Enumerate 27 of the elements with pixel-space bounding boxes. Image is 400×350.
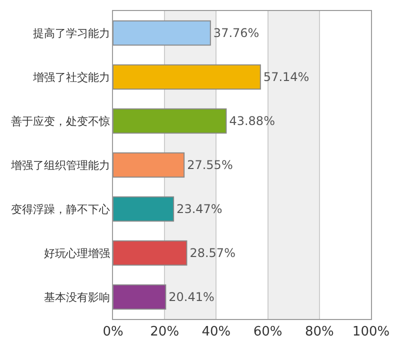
x-tick-label: 60% [253,324,282,340]
data-label: 27.55% [187,158,233,172]
bar [113,240,188,266]
bar [113,152,185,178]
y-tick-label: 增强了组织管理能力 [10,158,110,172]
data-label: 28.57% [190,246,236,260]
x-tick-label: 20% [150,324,180,340]
bar [113,64,261,90]
bar [113,20,211,46]
data-label: 57.14% [263,70,310,84]
y-tick-label: 好玩心理增强 [44,246,110,260]
x-tick-label: 40% [202,324,231,340]
y-tick-label: 变得浮躁，静不下心 [10,202,110,216]
bar [113,108,227,134]
data-label: 43.88% [229,114,275,128]
x-tick-label: 100% [352,324,390,340]
bar [113,196,174,222]
y-tick-label: 增强了社交能力 [32,70,110,84]
y-tick-label: 善于应变，处变不惊 [10,114,110,128]
data-label: 23.47% [176,202,222,216]
bar [113,284,166,310]
data-label: 20.41% [168,290,214,304]
data-label: 37.76% [213,26,260,40]
y-tick-label: 提高了学习能力 [32,26,110,40]
y-tick-label: 基本没有影响 [44,290,110,304]
x-tick-label: 80% [304,324,334,340]
x-tick-label: 0% [102,324,124,340]
